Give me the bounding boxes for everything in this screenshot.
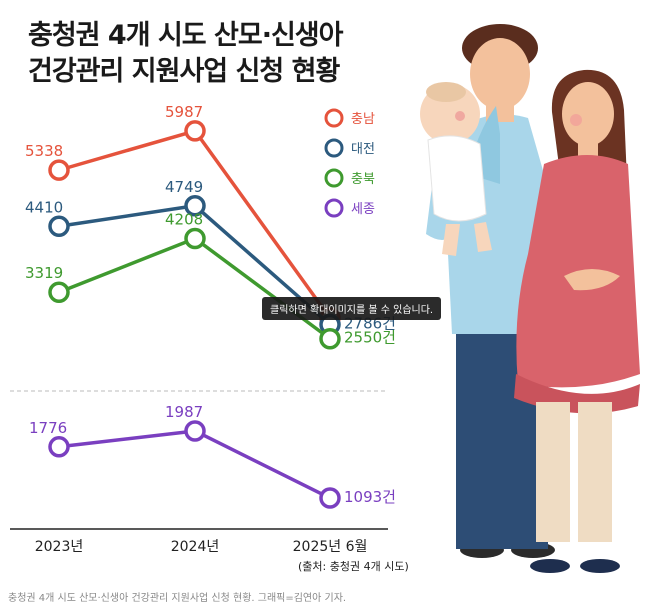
data-label: 1987 (165, 403, 203, 421)
chart-title-line-2: 건강관리 지원사업 신청 현황 (28, 56, 340, 87)
legend-marker (324, 168, 344, 188)
data-point (184, 195, 206, 217)
legend-marker (324, 108, 344, 128)
data-point (48, 436, 70, 458)
data-point (184, 420, 206, 442)
x-tick-label: 2024년 (171, 539, 220, 555)
data-label: 1776 (29, 419, 67, 437)
enlarge-tooltip: 클릭하면 확대이미지를 볼 수 있습니다. (262, 297, 442, 320)
data-point (48, 215, 70, 238)
data-point (184, 227, 206, 250)
data-point (48, 159, 70, 181)
chart-axes: 2023년 2024년 2025년 6월 (10, 390, 388, 555)
data-point (319, 487, 341, 509)
data-label: 4749 (165, 178, 203, 196)
data-label: 3319 (25, 264, 63, 282)
series-lines (48, 120, 341, 509)
legend-marker (324, 198, 344, 218)
data-label: 5987 (165, 103, 203, 121)
data-label: 1093건 (344, 488, 396, 506)
legend-label: 대전 (351, 142, 375, 157)
x-tick-label: 2025년 6월 (293, 539, 368, 555)
legend-label: 충남 (351, 112, 375, 127)
data-label: 4410 (25, 198, 63, 216)
legend-label: 충북 (351, 172, 375, 187)
data-point (319, 327, 341, 350)
data-label: 4208 (165, 210, 203, 228)
legend-label: 세종 (351, 202, 375, 217)
data-point (184, 120, 206, 142)
data-point (48, 281, 70, 303)
family-illustration (420, 24, 640, 573)
x-tick-label: 2023년 (35, 539, 84, 555)
chart-title: 충청권 4개 시도 산모·신생아 건강관리 지원사업 신청 현황 (28, 18, 343, 90)
data-label: 5338 (25, 142, 63, 160)
chart-title-line-1: 충청권 4개 시도 산모·신생아 (28, 20, 343, 51)
legend-marker (324, 138, 344, 158)
source-note: (출처: 충청권 4개 시도) (298, 560, 409, 573)
data-label: 2550건 (344, 329, 396, 347)
image-caption: 충청권 4개 시도 산모·신생아 건강관리 지원사업 신청 현황. 그래픽=김연… (8, 593, 347, 604)
